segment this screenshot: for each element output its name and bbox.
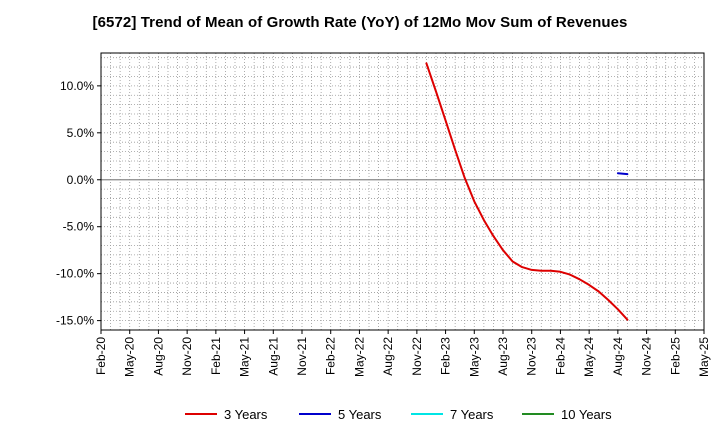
x-tick-label: May-22 bbox=[352, 337, 366, 377]
x-tick-label: May-24 bbox=[582, 337, 596, 377]
series-line-5-years bbox=[616, 172, 629, 176]
x-tick-label: Nov-23 bbox=[525, 337, 539, 376]
y-axis: 10.0% 5.0% 0.0% -5.0% -10.0% -15.0% bbox=[56, 79, 101, 328]
y-tick-label: -10.0% bbox=[56, 267, 94, 281]
x-tick-label: Aug-22 bbox=[381, 337, 395, 376]
x-tick-label: Feb-22 bbox=[324, 337, 338, 375]
y-tick-label: 5.0% bbox=[67, 126, 95, 140]
x-tick-label: Feb-23 bbox=[439, 337, 453, 375]
legend-label: 7 Years bbox=[450, 407, 494, 422]
grid bbox=[101, 53, 704, 331]
y-tick-label: 0.0% bbox=[67, 173, 95, 187]
plot-frame bbox=[100, 52, 705, 331]
legend-label: 3 Years bbox=[224, 407, 268, 422]
x-axis: Feb-20 May-20 Aug-20 Nov-20 Feb-21 May-21 Aug-… bbox=[94, 330, 711, 377]
x-tick-label: Nov-20 bbox=[180, 337, 194, 376]
x-tick-label: Feb-24 bbox=[553, 337, 567, 375]
x-tick-label: Feb-25 bbox=[668, 337, 682, 375]
plot-background bbox=[101, 53, 704, 330]
series-lines bbox=[425, 62, 629, 321]
x-tick-label: Feb-20 bbox=[94, 337, 108, 375]
y-tick-label: 10.0% bbox=[60, 79, 94, 93]
series-line-3-years bbox=[425, 62, 629, 321]
x-tick-label: May-25 bbox=[697, 337, 711, 377]
x-tick-label: May-20 bbox=[123, 337, 137, 377]
x-tick-label: Nov-21 bbox=[295, 337, 309, 376]
x-tick-label: Aug-24 bbox=[611, 337, 625, 376]
x-tick-label: Feb-21 bbox=[209, 337, 223, 375]
chart-title: [6572] Trend of Mean of Growth Rate (YoY… bbox=[92, 14, 628, 31]
legend: 3 Years 5 Years 7 Years 10 Years bbox=[185, 407, 612, 422]
legend-label: 10 Years bbox=[561, 407, 612, 422]
y-tick-label: -5.0% bbox=[63, 220, 95, 234]
x-tick-label: Nov-24 bbox=[640, 337, 654, 376]
x-tick-label: May-21 bbox=[238, 337, 252, 377]
x-tick-label: Aug-23 bbox=[496, 337, 510, 376]
legend-label: 5 Years bbox=[338, 407, 382, 422]
x-tick-label: Nov-22 bbox=[410, 337, 424, 376]
x-tick-label: May-23 bbox=[467, 337, 481, 377]
y-tick-label: -15.0% bbox=[56, 314, 94, 328]
x-tick-label: Aug-21 bbox=[266, 337, 280, 376]
x-tick-label: Aug-20 bbox=[151, 337, 165, 376]
